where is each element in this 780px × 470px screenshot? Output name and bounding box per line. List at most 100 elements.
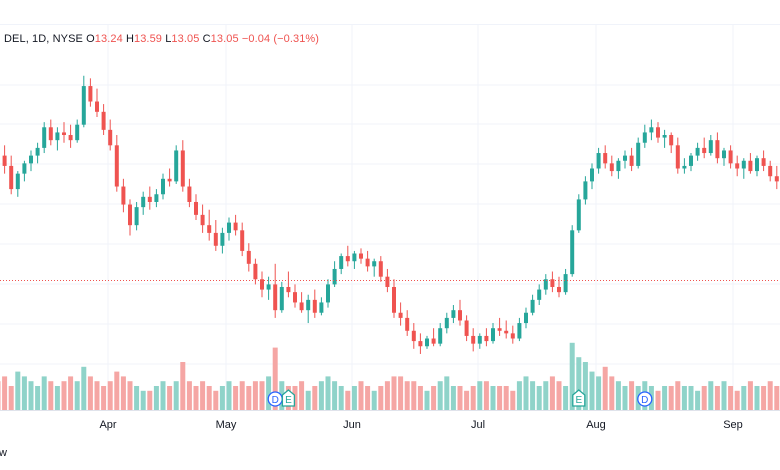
candle-body xyxy=(477,335,482,344)
candle-body xyxy=(200,214,205,226)
candle-body xyxy=(576,199,581,231)
candle-body xyxy=(9,165,14,190)
candle-body xyxy=(246,250,251,264)
volume-bar xyxy=(120,376,126,410)
volume-bar xyxy=(741,386,747,410)
candle-body xyxy=(471,335,476,344)
candle-body xyxy=(755,158,759,172)
volume-bar xyxy=(681,386,687,410)
x-tick-label: Aug xyxy=(586,419,606,431)
volume-bar xyxy=(543,381,549,410)
candle-body xyxy=(590,168,594,182)
candle-body xyxy=(385,276,390,287)
candle-body xyxy=(345,256,350,262)
event-marker-label: D xyxy=(641,395,648,406)
candle-body xyxy=(372,261,377,267)
candle-body xyxy=(702,147,707,154)
volume-bar xyxy=(332,381,338,410)
volume-bar xyxy=(186,381,192,410)
volume-bar xyxy=(398,376,404,410)
footer-brand-text: w xyxy=(0,447,7,459)
volume-bar xyxy=(609,376,615,410)
candle-body xyxy=(497,328,502,331)
candle-body xyxy=(583,181,588,200)
candle-body xyxy=(616,160,621,172)
volume-bar xyxy=(365,386,371,410)
candle-body xyxy=(411,330,416,342)
candle-body xyxy=(458,310,462,321)
volume-bar xyxy=(351,386,357,410)
volume-bar xyxy=(444,376,450,410)
candle-body xyxy=(75,124,80,141)
volume-bar xyxy=(200,381,206,410)
volume-bar xyxy=(470,386,476,410)
volume-bar xyxy=(576,357,582,410)
legend-change: −0.04 (−0.31%) xyxy=(241,33,320,45)
candle-body xyxy=(682,165,687,169)
candle-body xyxy=(352,253,357,262)
candle-body xyxy=(715,140,720,159)
candle-body xyxy=(491,328,495,342)
candle-body xyxy=(220,232,225,246)
volume-bar xyxy=(754,386,760,410)
volume-bar xyxy=(15,371,21,410)
candle-body xyxy=(339,256,344,269)
candle-body xyxy=(35,147,40,156)
candle-body xyxy=(42,127,47,148)
volume-bar xyxy=(688,386,694,410)
candle-body xyxy=(669,135,674,146)
event-marker-label: E xyxy=(285,395,292,406)
candle-body xyxy=(167,178,172,182)
volume-bar xyxy=(81,366,87,410)
candle-body xyxy=(543,279,548,290)
grid xyxy=(0,25,780,410)
candle-body xyxy=(174,150,179,182)
volume-bar xyxy=(747,381,753,410)
candle-body xyxy=(253,263,258,280)
candle-body xyxy=(15,173,20,190)
candle-body xyxy=(675,145,680,169)
volume-bar xyxy=(114,371,120,410)
volume-bar xyxy=(272,347,278,410)
volume-bar xyxy=(259,381,265,410)
x-tick-label: Jun xyxy=(343,419,361,431)
candle-body xyxy=(609,163,614,172)
candle-body xyxy=(596,153,601,169)
candle-body xyxy=(359,253,363,259)
volume-bar xyxy=(615,381,621,410)
x-tick-label: Apr xyxy=(99,419,116,431)
candle-body xyxy=(233,222,238,231)
volume-bar xyxy=(536,386,542,410)
volume-bar xyxy=(411,381,417,410)
volume-bar xyxy=(338,386,344,410)
volume-bar xyxy=(147,390,153,410)
candle-body xyxy=(101,111,106,130)
volume-bar xyxy=(490,386,496,410)
candle-body xyxy=(227,222,231,233)
candle-body xyxy=(326,284,330,303)
candle-body xyxy=(444,317,449,329)
volume-bar xyxy=(662,386,668,410)
volume-bar xyxy=(477,381,483,410)
volume-bar xyxy=(134,386,140,410)
volume-bar xyxy=(464,390,470,410)
volume-bar xyxy=(556,381,562,410)
volume-bar xyxy=(68,376,74,410)
candle-body xyxy=(748,160,753,172)
legend-open-value: 13.24 xyxy=(94,33,123,45)
volume-bar xyxy=(655,390,661,410)
volume-bar xyxy=(226,381,232,410)
volume-bar xyxy=(61,381,67,410)
volume-bar xyxy=(213,390,219,410)
volume-bar xyxy=(180,362,186,410)
volume-bar xyxy=(233,386,239,410)
volume-bar xyxy=(206,386,212,410)
volume-bar xyxy=(701,386,707,410)
candle-body xyxy=(273,284,278,311)
candle-body xyxy=(213,232,218,246)
volume-bar xyxy=(668,386,674,410)
volume-bar xyxy=(173,381,179,410)
volume-bar xyxy=(371,390,377,410)
